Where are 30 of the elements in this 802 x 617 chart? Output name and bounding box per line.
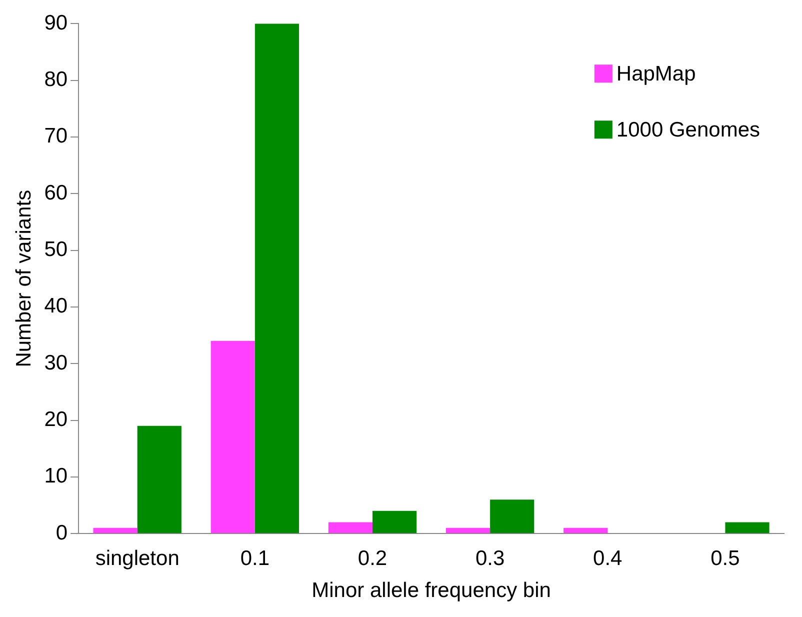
bar <box>446 528 490 534</box>
bar <box>93 528 138 534</box>
x-tick-label: singleton <box>95 546 180 570</box>
legend-label: 1000 Genomes <box>616 118 760 142</box>
bar <box>254 24 300 534</box>
legend-label: HapMap <box>616 62 696 86</box>
y-tick-label: 60 <box>44 181 68 204</box>
y-tick-label: 0 <box>56 521 68 544</box>
bar <box>137 426 182 534</box>
bar <box>328 522 372 534</box>
x-tick-label: 0.4 <box>593 546 623 570</box>
y-tick-label: 10 <box>44 464 68 488</box>
bar <box>210 340 255 534</box>
bar <box>372 510 417 534</box>
bar <box>490 500 534 534</box>
y-tick-label: 50 <box>44 238 68 262</box>
y-tick-label: 80 <box>44 68 68 92</box>
bar <box>725 522 770 534</box>
x-tick-label: 0.5 <box>710 546 740 570</box>
bar <box>564 528 608 534</box>
x-tick-label: 0.2 <box>358 546 388 570</box>
y-tick-label: 40 <box>44 294 68 318</box>
x-tick-label: 0.1 <box>240 546 270 570</box>
y-tick-label: 20 <box>44 408 68 432</box>
x-axis-title: Minor allele frequency bin <box>312 579 551 602</box>
y-tick-label: 90 <box>44 11 68 34</box>
y-tick-label: 30 <box>44 351 68 374</box>
x-tick-label: 0.3 <box>475 546 505 570</box>
y-tick-label: 70 <box>44 124 68 148</box>
y-axis-title: Number of variants <box>12 190 36 368</box>
